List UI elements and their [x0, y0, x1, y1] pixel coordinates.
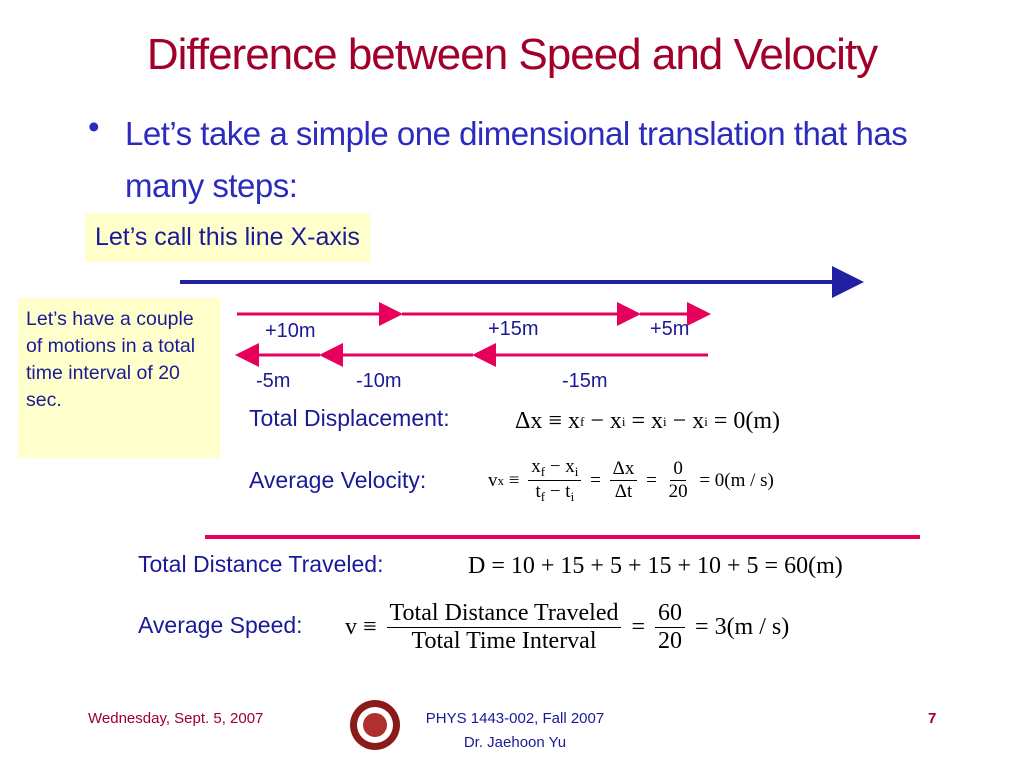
subscript: i — [663, 413, 667, 429]
math-text: 20 — [658, 628, 683, 654]
subscript: f — [540, 464, 546, 479]
label: Total Displacement: — [249, 405, 450, 431]
math-text: = — [625, 614, 652, 640]
math-text: = 3(m / s) — [689, 614, 790, 640]
footer-date: Wednesday, Sept. 5, 2007 — [88, 710, 264, 727]
subscript: f — [540, 489, 546, 504]
motion-label: -10m — [356, 370, 402, 392]
math-text: 0 — [673, 458, 683, 479]
denominator: Δt — [612, 481, 636, 503]
fraction: Δx Δt — [609, 458, 638, 503]
denominator: 20 — [655, 628, 685, 655]
footer-course: PHYS 1443-002, Fall 2007 — [425, 710, 605, 727]
math-text: − x — [584, 408, 622, 434]
label: Total Distance Traveled: — [138, 551, 384, 577]
subscript: i — [570, 489, 575, 504]
title: Difference between Speed and Velocity — [146, 30, 878, 79]
axis-note: Let’s call this line X-axis — [85, 213, 370, 262]
math-text: v — [488, 469, 498, 491]
math-text: ≡ — [504, 469, 525, 491]
denominator: tf − ti — [532, 481, 577, 505]
logo — [350, 700, 400, 750]
fraction: Total Distance Traveled Total Time Interv… — [386, 600, 622, 655]
numerator: xf − xi — [528, 456, 582, 481]
label: Average Velocity: — [249, 467, 427, 493]
math-text: 60 — [658, 600, 683, 626]
math-text: − x — [545, 456, 575, 477]
bullet-dot: • — [88, 108, 100, 145]
subscript: f — [579, 413, 585, 429]
fraction: xf − xi tf − ti — [528, 456, 582, 505]
math-text: Total Distance Traveled — [389, 600, 619, 626]
numerator: 0 — [670, 458, 686, 481]
denominator: 20 — [666, 481, 691, 503]
motion-label: +15m — [488, 318, 539, 340]
math-text: = — [641, 469, 662, 491]
footer-instructor: Dr. Jaehoon Yu — [463, 734, 567, 751]
math-text: − t — [545, 481, 571, 502]
math-text: Δx ≡ x — [515, 408, 580, 434]
bullet: Let’s take a simple one dimensional tran… — [125, 115, 908, 204]
math-text: = 0(m / s) — [694, 469, 774, 491]
math-text: = — [585, 469, 606, 491]
motions-note: Let’s have a couple of motions in a tota… — [18, 298, 220, 458]
label: Average Speed: — [138, 612, 303, 638]
math-text: Δt — [614, 481, 633, 502]
subscript: x — [497, 472, 505, 488]
motion-label: -5m — [256, 370, 291, 392]
page-number: 7 — [928, 710, 937, 727]
numerator: Total Distance Traveled — [386, 600, 622, 628]
math-text: = x — [625, 408, 664, 434]
denominator: Total Time Interval — [409, 628, 600, 655]
fraction: 0 20 — [666, 458, 691, 503]
math-text: 20 — [668, 481, 688, 502]
subscript: i — [621, 413, 626, 429]
math-text: − x — [666, 408, 705, 434]
math-text: v ≡ — [345, 614, 383, 640]
motion-label: +5m — [650, 318, 690, 340]
math-text: x — [531, 456, 541, 477]
math-text: = 0(m) — [707, 408, 781, 434]
motion-arrows — [235, 302, 711, 367]
math-text: D = 10 + 15 + 5 + 15 + 10 + 5 = 60(m) — [468, 553, 843, 579]
math-text: t — [535, 481, 541, 502]
numerator: Δx — [609, 458, 638, 481]
formula: v ≡ Total Distance Traveled Total Time In… — [345, 600, 789, 655]
formula: D = 10 + 15 + 5 + 15 + 10 + 5 = 60(m) — [468, 553, 843, 580]
math-text: Δx — [612, 458, 635, 479]
numerator: 60 — [655, 600, 686, 628]
fraction: 60 20 — [655, 600, 686, 655]
subscript: i — [704, 413, 708, 429]
subscript: i — [574, 464, 579, 479]
motion-label: +10m — [265, 320, 316, 342]
math-text: Total Time Interval — [411, 628, 597, 654]
motion-label: -15m — [562, 370, 608, 392]
